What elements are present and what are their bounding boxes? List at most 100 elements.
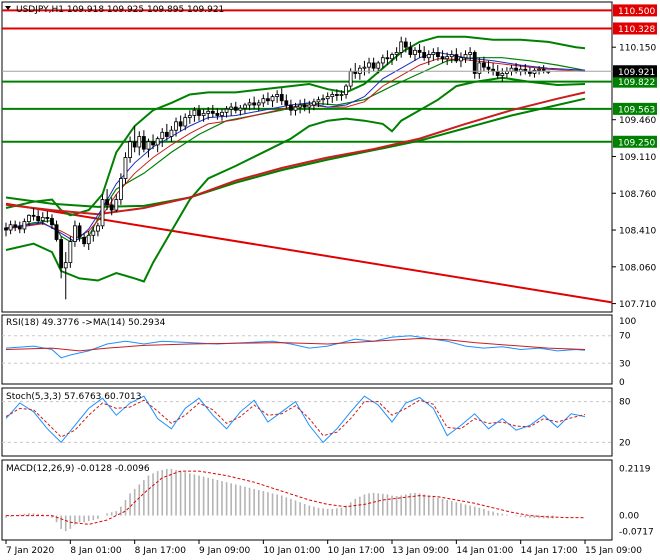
candle-body (86, 234, 91, 245)
candle-body (339, 94, 344, 96)
candle-body (275, 94, 280, 97)
candle-body (59, 239, 64, 269)
candle-body (380, 57, 385, 64)
candle-body (371, 62, 376, 69)
ytick-label: 110.150 (619, 44, 656, 54)
rsi-ytick-label: 30 (619, 359, 631, 369)
candle-body (385, 57, 390, 60)
candle-body (436, 52, 440, 58)
candle-body (316, 99, 321, 103)
candle-body (532, 69, 537, 74)
candle-body (463, 54, 468, 59)
rsi-line (5, 335, 586, 359)
candle-body (123, 157, 128, 179)
candle-body (68, 241, 73, 264)
candle-body (201, 112, 206, 116)
candle-body (197, 109, 201, 116)
xtick-label: 13 Jan 09:00 (392, 546, 449, 556)
level-label-3: 109.563 (618, 105, 655, 115)
candle-body (54, 224, 59, 240)
pane-frame-3 (1, 459, 613, 541)
rsi-ma-line (5, 337, 586, 352)
candle-body (422, 52, 427, 59)
trendline (5, 202, 613, 304)
candle-body (50, 218, 54, 226)
rsi-ytick-label: 70 (619, 332, 631, 342)
candle-body (4, 227, 8, 231)
candle-body (206, 110, 211, 114)
candle-body (298, 104, 303, 108)
candle-body (537, 68, 541, 71)
stoch-ytick-label: 80 (619, 398, 631, 408)
stoch-title: Stoch(5,3,3) 57.6763 60.7013 (6, 392, 141, 402)
candle-body (229, 106, 234, 110)
candle-body (233, 106, 238, 111)
ytick-label: 109.460 (619, 116, 656, 126)
current-price-badge (613, 65, 657, 78)
candle-body (482, 62, 486, 68)
candle-body (449, 54, 454, 58)
candle-body (495, 70, 500, 76)
candle-body (500, 73, 505, 76)
candle-body (459, 57, 463, 62)
candle-body (321, 98, 325, 101)
stoch-main-line (5, 395, 586, 444)
candle-body (454, 54, 459, 62)
candle-body (187, 115, 192, 118)
level-label-0: 110.500 (618, 7, 655, 17)
candle-body (408, 46, 413, 55)
candle-body (284, 100, 289, 106)
candle-body (261, 98, 266, 104)
macd-ytick-label: 0.2119 (619, 464, 651, 474)
xtick-label: 15 Jan 09:00 (585, 546, 642, 556)
candle-body (348, 70, 353, 87)
level-badge-0 (613, 4, 657, 17)
pane-frame-2 (1, 387, 613, 457)
level-label-4: 109.250 (618, 138, 655, 148)
candle-body (472, 52, 477, 74)
candle-body (174, 121, 178, 131)
candle-body (367, 62, 371, 68)
xtick-label: 10 Jan 17:00 (328, 546, 385, 556)
candle-body (334, 94, 339, 96)
stoch-signal-line (5, 399, 586, 438)
ytick-label: 108.060 (619, 263, 656, 273)
candle-body (477, 62, 482, 74)
ytick-label: 108.760 (619, 190, 656, 200)
candle-body (132, 141, 137, 148)
candle-body (220, 111, 224, 116)
xtick-label: 14 Jan 01:00 (456, 546, 513, 556)
candle-body (376, 62, 381, 69)
candle-body (36, 215, 41, 221)
candle-body (96, 225, 100, 232)
xtick-label: 7 Jan 2020 (6, 546, 54, 556)
candle-body (362, 66, 367, 69)
candle-body (118, 178, 123, 200)
candle-body (243, 104, 247, 109)
candle-body (178, 121, 183, 127)
candle-body (8, 224, 13, 231)
macd-title: MACD(12,26,9) -0.0128 -0.0096 (6, 464, 150, 474)
candle-body (238, 107, 243, 111)
main-chart-title: USDJPY,H1 109.918 109.925 109.895 109.92… (16, 5, 224, 15)
candle-body (541, 68, 546, 71)
xtick-label: 14 Jan 17:00 (521, 546, 578, 556)
candle-body (13, 224, 18, 228)
candle-body (390, 54, 394, 60)
candle-body (431, 52, 436, 55)
bollinger-upper (5, 35, 586, 217)
xtick-label: 10 Jan 01:00 (263, 546, 320, 556)
candle-body (137, 136, 142, 148)
level-badge-1 (613, 22, 657, 35)
candle-body (105, 199, 109, 206)
candle-body (417, 49, 422, 53)
current-price-label: 109.921 (618, 68, 655, 78)
candle-body (468, 52, 473, 55)
candle-body (109, 204, 114, 211)
level-label-2: 109.822 (618, 78, 655, 88)
candle-body (45, 217, 50, 219)
candle-body (210, 110, 215, 114)
rsi-ytick-label: 100 (619, 317, 636, 327)
macd-ytick-label: 0.00 (619, 512, 639, 522)
